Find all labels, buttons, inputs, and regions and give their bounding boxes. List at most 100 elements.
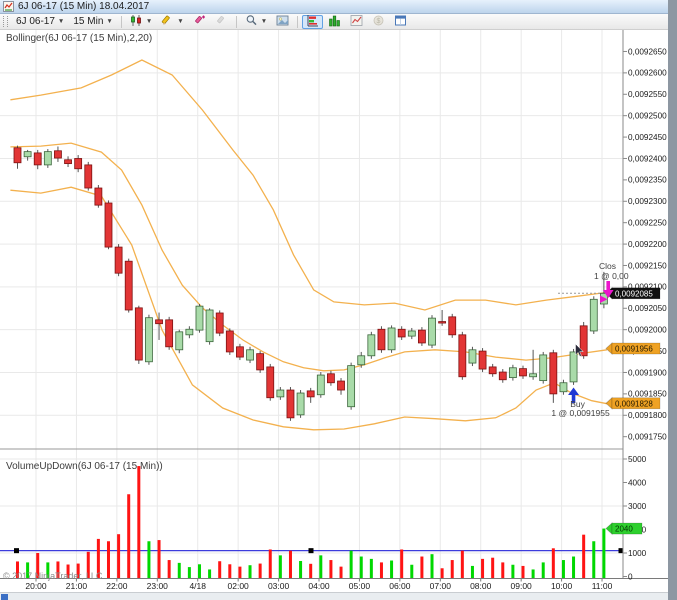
marker-draw-button[interactable] (189, 15, 210, 29)
volume-tick-label: 3000 (628, 502, 647, 511)
svg-text:0,0092085: 0,0092085 (615, 289, 653, 298)
volume-bar (197, 564, 201, 578)
candle-body (327, 373, 335, 384)
buy-label: Buy (570, 399, 585, 409)
candle-body (276, 389, 285, 398)
window-title: 6J 06-17 (15 Min) 18.04.2017 (18, 1, 150, 12)
drawing-tools-button[interactable]: ▼ (157, 15, 187, 29)
volume-bar (339, 566, 343, 578)
price-tick-label: 0,0091900 (628, 368, 667, 377)
price-tick-label: 0,0092250 (628, 218, 667, 227)
instrument-selector[interactable]: 6J 06-17 ▼ (12, 15, 68, 29)
volume-horizontal-line[interactable] (0, 548, 624, 554)
volume-bar (400, 549, 404, 578)
line-chart-icon (350, 14, 363, 30)
volume-bar (157, 540, 161, 578)
time-axis[interactable]: 20:00 21:00 22:00 23:00 4/18 02:00 03:00 04:00 0… (25, 578, 613, 592)
candle-body (377, 328, 386, 351)
volume-bar (602, 528, 606, 578)
time-tick-label: 11:00 (592, 581, 613, 591)
volume-bar (147, 541, 151, 578)
chevron-down-icon: ▼ (106, 18, 113, 25)
volume-bar (319, 555, 323, 578)
candle-body (84, 164, 93, 189)
volume-bar (187, 567, 191, 578)
gridlines (0, 30, 623, 579)
candle-body (559, 382, 568, 393)
candle-body (43, 151, 52, 166)
candle-body (428, 317, 436, 346)
chart-toolbar: 6J 06-17 ▼ 15 Min ▼ ▼ ▼ (0, 14, 668, 30)
candle-body (417, 329, 426, 344)
volume-bar (309, 563, 313, 578)
data-grid-button[interactable] (390, 15, 411, 29)
mouse-cursor (575, 343, 584, 357)
volume-bar (36, 553, 40, 578)
chart-trader-button[interactable] (302, 14, 324, 30)
marker-erase-button[interactable] (211, 15, 232, 29)
candle-body (74, 158, 83, 170)
zoom-tool-button[interactable]: ▼ (241, 14, 271, 29)
time-tick-label: 4/18 (189, 581, 206, 591)
line-handle (14, 548, 19, 554)
volume-bar (561, 560, 565, 578)
background-strip (668, 0, 677, 600)
time-tick-label: 23:00 (147, 581, 169, 591)
volume-bar (228, 564, 232, 578)
interval-label: 15 Min (73, 16, 104, 27)
svg-text:$: $ (377, 18, 381, 25)
chevron-down-icon: ▼ (260, 18, 268, 25)
volume-bar (460, 550, 464, 578)
candle-body (549, 352, 558, 395)
svg-text:0,0091828: 0,0091828 (615, 399, 653, 408)
volume-bar (541, 562, 545, 578)
window-titlebar[interactable]: 6J 06-17 (15 Min) 18.04.2017 (0, 0, 668, 14)
price-tick-label: 0,0092450 (628, 133, 667, 142)
volume-bar (410, 564, 414, 578)
volume-bar (481, 558, 485, 578)
volume-tick-label: 1000 (628, 549, 647, 558)
volume-bar (359, 556, 363, 578)
chart-style-button[interactable]: ▼ (126, 14, 156, 30)
time-tick-label: 03:00 (268, 581, 290, 591)
volume-bar (501, 562, 505, 578)
candle-body (488, 366, 497, 375)
chart-area[interactable]: 0,0092650 0,0092600 0,0092550 0,0092500 0,00… (0, 30, 668, 592)
chart-canvas[interactable]: 0,0092650 0,0092600 0,0092550 0,0092500 0,00… (0, 30, 668, 592)
candle-body (286, 389, 295, 419)
candle-body (134, 307, 143, 361)
candle-body (195, 305, 204, 331)
green-bars-icon (328, 14, 341, 30)
interval-selector[interactable]: 15 Min ▼ (69, 15, 116, 29)
toolbar-grip[interactable] (3, 16, 8, 27)
volume-bar (369, 558, 373, 578)
candle-body (124, 260, 133, 311)
snapshot-button[interactable] (272, 15, 293, 29)
chart-trader-icon (306, 14, 319, 30)
volume-bar (592, 541, 596, 578)
volume-axis[interactable]: 500040003000200010000 (623, 455, 647, 582)
candle-body (94, 187, 103, 206)
candlestick-style-icon (130, 14, 143, 30)
volume-bar (278, 555, 282, 578)
bollinger-bands (10, 59, 608, 431)
candle-body (104, 202, 113, 248)
marker-pen-icon (193, 14, 206, 30)
candle-body (438, 321, 447, 324)
volume-tick-label: 4000 (628, 478, 647, 487)
indicators-button[interactable] (324, 15, 345, 29)
volume-bar (66, 564, 70, 578)
window-icon (3, 1, 14, 12)
candle-body (256, 353, 265, 371)
volume-bar (56, 561, 60, 578)
chart-report-button[interactable] (346, 14, 367, 30)
volume-bar (582, 534, 586, 578)
account-button[interactable]: $ (368, 15, 389, 29)
time-tick-label: 07:00 (430, 581, 452, 591)
band-middle-badge: 0,0091956 (605, 341, 661, 356)
price-tick-label: 0,0092600 (628, 69, 667, 78)
price-axis[interactable]: 0,0092650 0,0092600 0,0092550 0,0092500 0,00… (623, 47, 667, 441)
candle-body (498, 371, 507, 381)
buy-arrow-icon (568, 387, 580, 395)
